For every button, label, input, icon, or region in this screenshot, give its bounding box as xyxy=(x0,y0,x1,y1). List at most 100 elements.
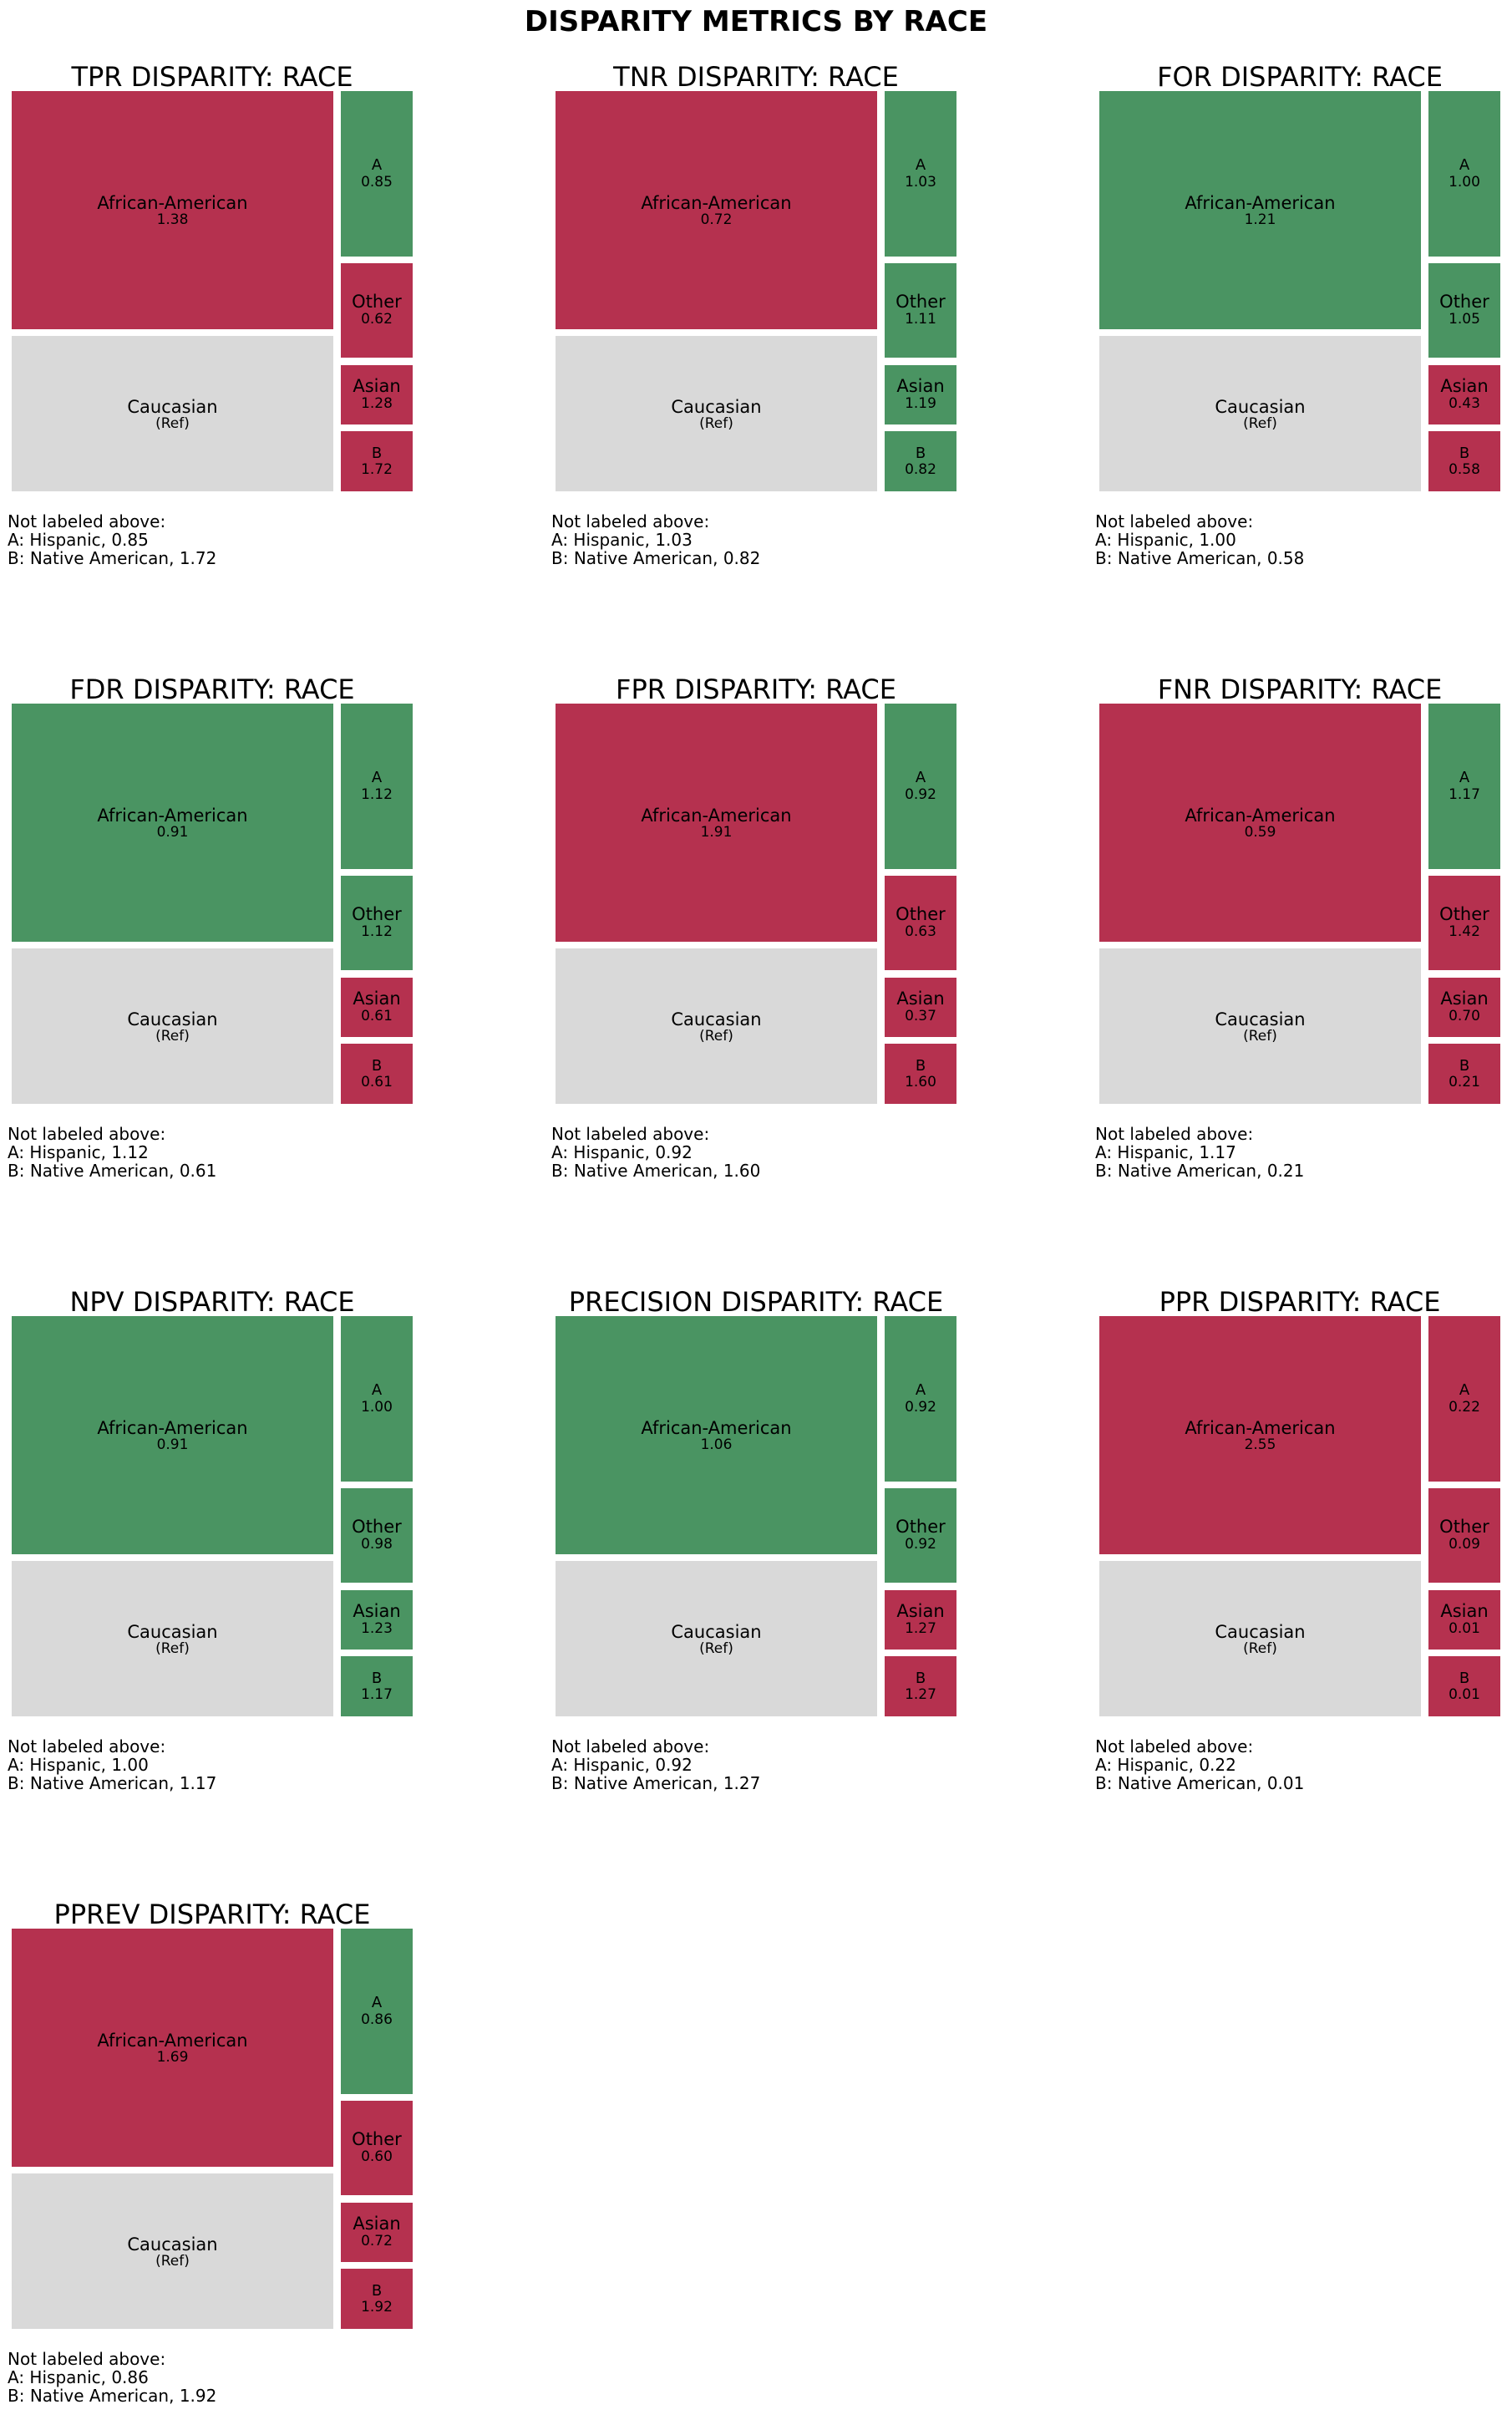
tile-value: 0.92 xyxy=(905,1398,936,1416)
tile-label: Other xyxy=(1439,292,1489,312)
unlabeled-groups-note: Not labeled above: A: Hispanic, 1.12 B: Na… xyxy=(8,1125,216,1180)
tile-label: Caucasian xyxy=(127,2234,218,2255)
tile-label: African-American xyxy=(1185,193,1336,213)
note-header: Not labeled above: xyxy=(8,511,166,531)
group-tile-a: A 0.22 xyxy=(1428,1316,1500,1482)
tile-label: Asian xyxy=(353,376,401,396)
note-line: B: Native American, 1.60 xyxy=(551,1161,761,1181)
treemap-panel: PPR DISPARITY: RACE African-American 2.55 C… xyxy=(1095,1287,1512,1822)
tile-label: Other xyxy=(352,904,402,924)
note-line: B: Native American, 1.27 xyxy=(551,1773,761,1793)
treemap-panel: FNR DISPARITY: RACE African-American 0.59 C… xyxy=(1095,674,1512,1210)
unlabeled-groups-note: Not labeled above: A: Hispanic, 1.03 B: Na… xyxy=(551,512,760,567)
tile-label: Caucasian xyxy=(127,396,218,417)
group-tile-caucasian: Caucasian (Ref) xyxy=(556,1561,877,1716)
group-tile-asian: Asian 1.28 xyxy=(341,365,413,424)
tile-value: 1.12 xyxy=(361,923,393,940)
tile-value: 1.17 xyxy=(1449,785,1480,803)
tile-value: 0.63 xyxy=(905,923,936,940)
note-line: A: Hispanic, 0.92 xyxy=(551,1142,693,1162)
tile-label: A xyxy=(1459,156,1470,174)
group-tile-b: B 1.92 xyxy=(341,2269,413,2329)
group-tile-b: B 0.58 xyxy=(1428,431,1500,491)
tile-label: Other xyxy=(1439,1517,1489,1537)
tile-value: 1.17 xyxy=(361,1685,393,1703)
tile-value: 1.27 xyxy=(905,1685,936,1703)
tile-value: 0.01 xyxy=(1449,1620,1480,1637)
group-tile-a: A 1.00 xyxy=(341,1316,413,1482)
tile-label: A xyxy=(915,1381,926,1399)
note-line: B: Native American, 0.58 xyxy=(1095,548,1305,568)
tile-value: 0.85 xyxy=(361,173,393,191)
group-tile-caucasian: Caucasian (Ref) xyxy=(1099,336,1421,491)
tile-value: (Ref) xyxy=(699,414,733,432)
group-tile-b: B 1.27 xyxy=(885,1656,956,1716)
group-tile-other: Other 0.92 xyxy=(885,1488,956,1583)
note-header: Not labeled above: xyxy=(8,2349,166,2369)
tile-value: (Ref) xyxy=(1243,414,1277,432)
group-tile-asian: Asian 1.27 xyxy=(885,1590,956,1650)
group-tile-b: B 1.17 xyxy=(341,1656,413,1716)
group-tile-a: A 0.86 xyxy=(341,1929,413,2094)
group-tile-asian: Asian 0.70 xyxy=(1428,978,1500,1037)
note-line: A: Hispanic, 1.00 xyxy=(1095,530,1236,550)
tile-value: 0.82 xyxy=(905,460,936,478)
group-tile-other: Other 1.05 xyxy=(1428,263,1500,358)
tile-value: 0.70 xyxy=(1449,1008,1480,1024)
group-tile-asian: Asian 1.19 xyxy=(885,365,956,424)
group-tile-caucasian: Caucasian (Ref) xyxy=(12,948,333,1104)
panel-title: FDR DISPARITY: RACE xyxy=(69,674,355,705)
group-tile-a: A 0.92 xyxy=(885,704,956,869)
group-tile-b: B 0.82 xyxy=(885,431,956,491)
tile-value: 2.55 xyxy=(1244,1436,1276,1453)
note-line: B: Native American, 0.82 xyxy=(551,548,761,568)
group-tile-other: Other 0.09 xyxy=(1428,1488,1500,1583)
note-line: B: Native American, 0.01 xyxy=(1095,1773,1305,1793)
tile-label: Asian xyxy=(1440,1601,1489,1621)
tile-label: Asian xyxy=(896,989,945,1009)
tile-label: Asian xyxy=(896,376,945,396)
tile-value: 0.61 xyxy=(361,1073,393,1090)
tile-value: 1.38 xyxy=(156,211,189,228)
treemap-panel: TNR DISPARITY: RACE African-American 0.72 C… xyxy=(551,62,1057,597)
tile-value: 1.60 xyxy=(905,1073,936,1090)
note-line: A: Hispanic, 1.00 xyxy=(8,1755,149,1775)
tile-label: B xyxy=(915,1057,926,1075)
group-tile-b: B 1.72 xyxy=(341,431,413,491)
note-header: Not labeled above: xyxy=(1095,511,1254,531)
tile-value: 1.27 xyxy=(905,1620,936,1637)
tile-value: 1.23 xyxy=(361,1620,393,1637)
treemap-panel: TPR DISPARITY: RACE African-American 1.38 C… xyxy=(8,62,513,597)
group-tile-caucasian: Caucasian (Ref) xyxy=(1099,1561,1421,1716)
panel-title: PPREV DISPARITY: RACE xyxy=(53,1899,371,1930)
tile-label: Asian xyxy=(353,1601,401,1621)
tile-label: Caucasian xyxy=(127,1621,218,1642)
group-tile-a: A 0.92 xyxy=(885,1316,956,1482)
group-tile-african-american: African-American 0.91 xyxy=(12,704,333,942)
tile-value: 0.37 xyxy=(905,1008,936,1024)
tile-label: Caucasian xyxy=(671,396,762,417)
tile-value: 0.21 xyxy=(1449,1073,1480,1090)
group-tile-a: A 1.17 xyxy=(1428,704,1500,869)
tile-label: B xyxy=(1459,1670,1470,1687)
tile-label: African-American xyxy=(641,806,792,826)
group-tile-other: Other 0.62 xyxy=(341,263,413,358)
tile-value: (Ref) xyxy=(155,1639,190,1657)
group-tile-caucasian: Caucasian (Ref) xyxy=(556,336,877,491)
tile-value: 1.03 xyxy=(905,173,936,191)
note-line: B: Native American, 1.92 xyxy=(8,2386,217,2406)
group-tile-asian: Asian 1.23 xyxy=(341,1590,413,1650)
tile-value: 0.92 xyxy=(905,785,936,803)
tile-label: Other xyxy=(352,292,402,312)
group-tile-other: Other 1.12 xyxy=(341,876,413,970)
group-tile-caucasian: Caucasian (Ref) xyxy=(1099,948,1421,1104)
panel-title: FPR DISPARITY: RACE xyxy=(616,674,896,705)
unlabeled-groups-note: Not labeled above: A: Hispanic, 0.92 B: Na… xyxy=(551,1125,760,1180)
tile-label: Other xyxy=(896,292,946,312)
unlabeled-groups-note: Not labeled above: A: Hispanic, 1.00 B: Na… xyxy=(1095,512,1304,567)
tile-value: 1.42 xyxy=(1449,923,1480,940)
tile-value: 1.06 xyxy=(700,1436,733,1453)
tile-value: 0.59 xyxy=(1244,824,1276,841)
tile-label: Caucasian xyxy=(671,1009,762,1029)
tile-label: African-American xyxy=(97,193,248,213)
